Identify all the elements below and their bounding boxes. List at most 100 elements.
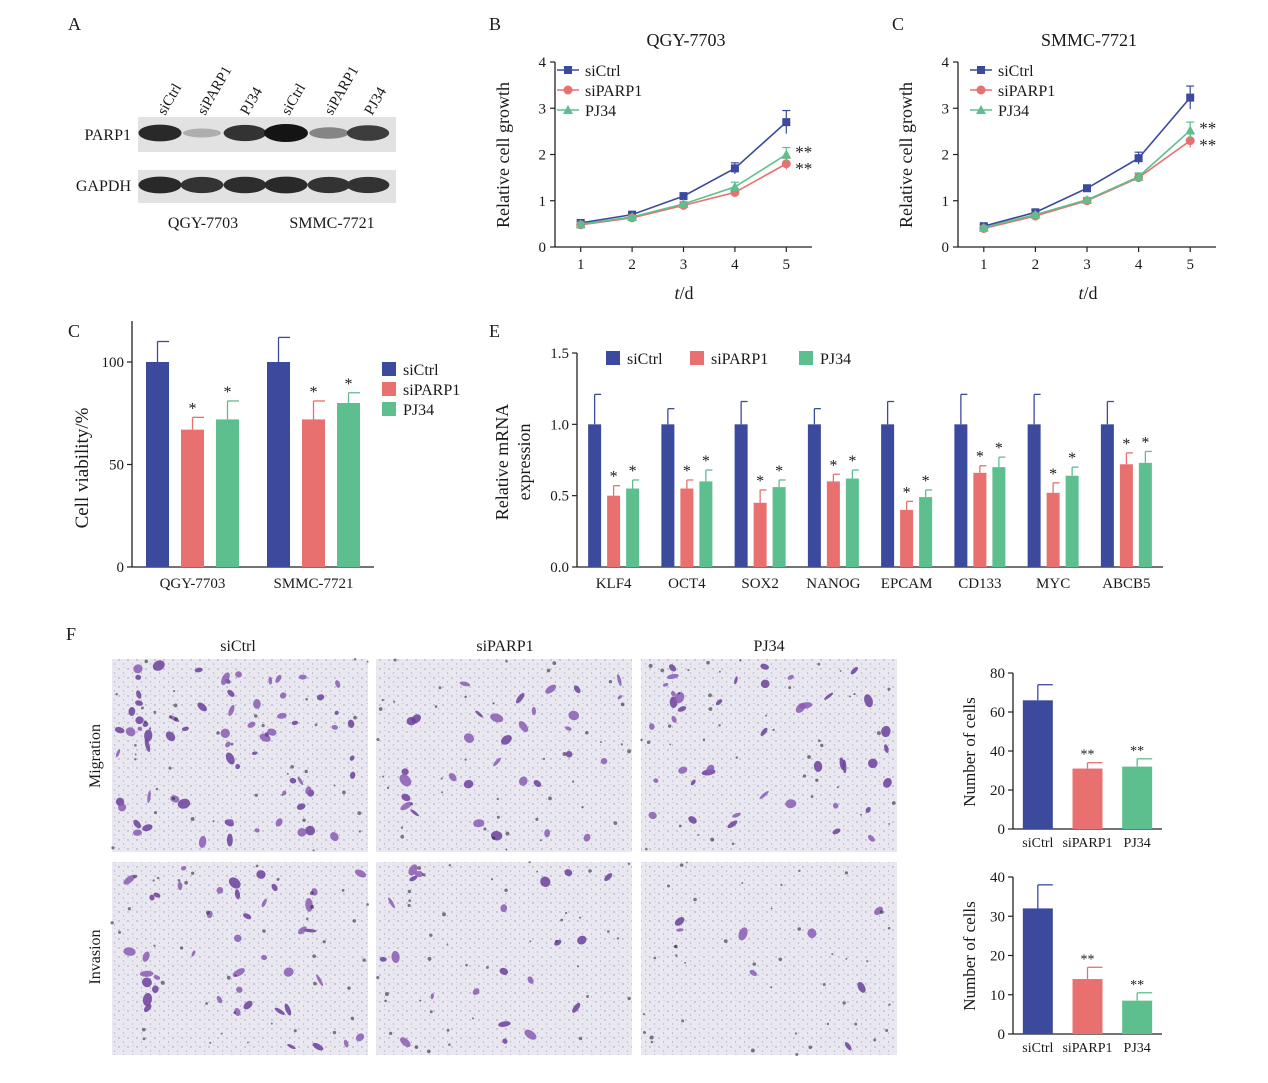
stained-cell (254, 828, 260, 833)
blot-band-gapdh (138, 176, 182, 194)
stained-cell (235, 671, 242, 678)
stained-cell (379, 956, 387, 962)
membrane-pore (876, 731, 881, 736)
x-axis-label: t/d (1078, 283, 1097, 303)
stained-cell (142, 824, 153, 832)
significance-label: * (683, 463, 691, 480)
stained-cell (430, 993, 434, 1000)
membrane-pore (539, 839, 542, 842)
legend-label: PJ34 (585, 103, 616, 120)
stained-cell (123, 875, 135, 885)
legend-label: siCtrl (403, 362, 439, 379)
membrane-pore (808, 1045, 813, 1050)
blot-cell-line-label: SMMC-7721 (289, 215, 374, 232)
x-tick-label: KLF4 (596, 576, 632, 592)
membrane-pore (261, 724, 265, 728)
y-axis-label-line1: Relative mRNA (492, 404, 512, 520)
stained-cell (785, 799, 797, 809)
membrane-pore (660, 668, 665, 673)
stained-cell (881, 725, 891, 738)
stained-cell (143, 1004, 152, 1013)
membrane-pore (860, 813, 863, 816)
x-axis-label-italic: t (674, 283, 680, 303)
membrane-pore (505, 848, 508, 851)
panel-letter-b: B (489, 14, 501, 34)
stained-cell (135, 716, 144, 725)
bar-sictrl (267, 362, 290, 567)
y-tick-label: 40 (990, 744, 1005, 760)
stained-cell (490, 713, 504, 723)
membrane-pore (422, 873, 426, 877)
membrane-pore (342, 790, 346, 795)
stained-cell (533, 780, 542, 788)
stained-cell (225, 752, 235, 765)
stained-cell (136, 690, 142, 699)
membrane-pore (144, 659, 148, 664)
micrograph-panel (376, 659, 632, 852)
membrane-pore (807, 755, 811, 759)
legend-item-siparp1: siPARP1 (557, 83, 642, 100)
stained-cell (498, 1021, 511, 1027)
membrane-pore (706, 660, 710, 665)
membrane-pore (552, 661, 557, 665)
blot-band-gapdh (346, 176, 390, 194)
stained-cell (706, 764, 715, 774)
legend-label: siCtrl (585, 63, 621, 80)
x-tick-label: NANOG (806, 576, 860, 592)
stained-cell (459, 681, 471, 687)
membrane-pore (535, 817, 539, 821)
stained-cell (132, 829, 143, 836)
membrane-pore (427, 956, 432, 961)
bar-siparp1 (1046, 492, 1060, 567)
stained-cell (577, 935, 587, 945)
membrane-pore (585, 731, 589, 735)
membrane-pore (528, 861, 531, 864)
blot-band-parp1 (223, 124, 267, 142)
stained-cell (671, 715, 677, 723)
membrane-pore (650, 1040, 654, 1044)
stained-cell (844, 1042, 852, 1051)
bar-sictrl (807, 424, 821, 567)
stained-cell (334, 710, 339, 715)
stained-cell (297, 926, 307, 935)
stained-cell (144, 738, 151, 752)
bar-pj34 (1065, 475, 1079, 567)
membrane-pore (486, 966, 489, 969)
significance-label: ** (1130, 744, 1144, 759)
membrane-pore (483, 827, 487, 831)
stained-cell (674, 692, 685, 704)
legend: siCtrl siPARP1 PJ34 (382, 362, 460, 419)
bar-pj34 (772, 487, 786, 567)
stained-cell (274, 1007, 285, 1015)
y-tick-label: 100 (102, 355, 125, 371)
micrograph-column-label: siPARP1 (476, 638, 533, 655)
stained-cell (284, 1003, 292, 1016)
significance-label: * (976, 449, 984, 466)
stained-cell (759, 790, 769, 800)
stained-cell (760, 679, 770, 689)
stained-cell (448, 772, 457, 782)
membrane-pore (429, 933, 433, 937)
membrane-pore (472, 1017, 474, 1020)
stained-cell (414, 871, 424, 878)
y-axis-label: Number of cells (960, 901, 979, 1011)
stained-cell (287, 1043, 296, 1050)
stained-cell (282, 790, 287, 796)
bar-sictrl (1100, 424, 1114, 567)
bar-pj34 (1122, 766, 1153, 829)
stained-cell (123, 947, 136, 956)
membrane-pore (322, 940, 326, 944)
membrane-pore (286, 772, 289, 775)
data-point (1185, 125, 1196, 135)
data-point (730, 164, 739, 173)
membrane-pore (684, 961, 687, 964)
legend-item-sictrl: siCtrl (970, 63, 1034, 80)
membrane-pore (831, 953, 834, 956)
growth-chart-smmc7721: SMMC-7721 Relative cell growth t/d siCtr… (896, 30, 1216, 303)
stained-cell (813, 760, 823, 772)
membrane-pore (386, 786, 390, 789)
membrane-pore (723, 939, 728, 944)
membrane-pore (110, 921, 114, 925)
membrane-pore (429, 1010, 433, 1014)
membrane-pore (842, 1001, 846, 1005)
